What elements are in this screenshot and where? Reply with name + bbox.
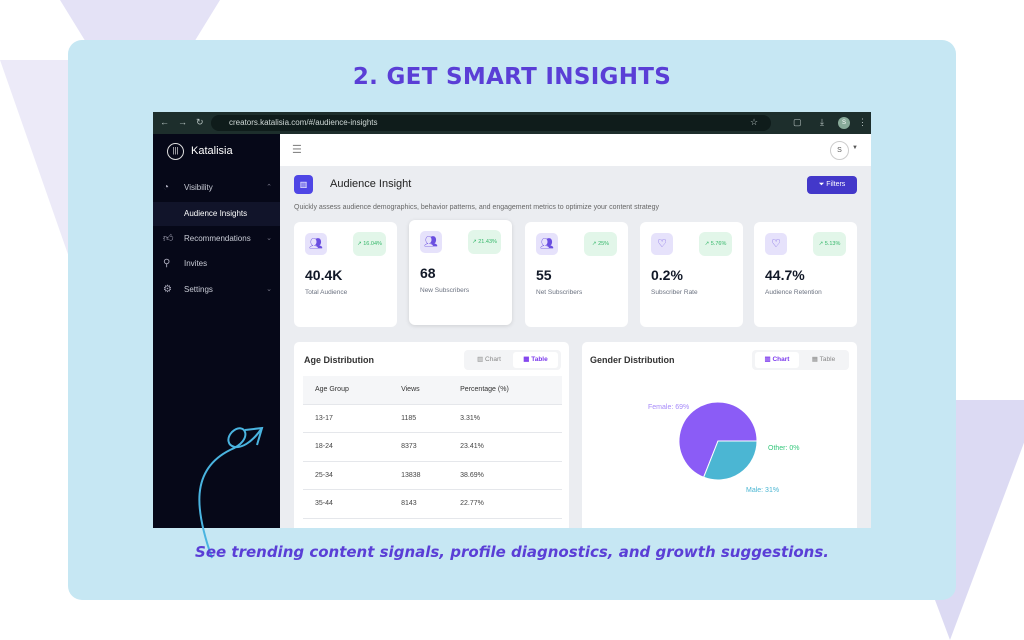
view-toggle: ▥ Chart ▦ Table — [752, 350, 849, 370]
label-other: Other: 0% — [768, 445, 800, 452]
browser-toolbar: ← → ↻ creators.katalisia.com/#/audience-… — [153, 112, 871, 134]
trend-badge: ↗ 21.43% — [468, 230, 501, 254]
panel-title: Age Distribution — [304, 355, 374, 365]
label-female: Female: 69% — [648, 404, 689, 411]
kpi-card-audience-retention: ♡ ↗ 5.13% 44.7% Audience Retention — [754, 222, 857, 327]
chart-toggle[interactable]: ▥ Chart — [477, 356, 501, 363]
profile-avatar[interactable]: S — [838, 117, 850, 129]
brand-name: Katalisia — [191, 145, 233, 157]
table-toggle[interactable]: ▦ Table — [811, 356, 836, 363]
chevron-up-icon: ⌃ — [266, 184, 272, 191]
star-icon[interactable]: ☆ — [750, 117, 759, 127]
trend-badge: ↗ 5.76% — [699, 232, 732, 256]
heart-icon: ♡ — [765, 233, 787, 255]
age-distribution-panel: Age Distribution ▥ Chart ▦ Table Age Gro… — [294, 342, 569, 528]
trend-badge: ↗ 25% — [584, 232, 617, 256]
chevron-down-icon: ⌄ — [266, 235, 272, 242]
user-avatar[interactable]: S — [830, 141, 849, 160]
user-plus-icon: ⚲ — [163, 258, 171, 269]
sidebar-item-visibility[interactable]: ◔ Visibility ⌃ — [153, 176, 280, 200]
chart-toggle[interactable]: ▥ Chart — [755, 352, 799, 368]
reload-icon[interactable]: ↻ — [196, 117, 204, 127]
app-screenshot: ← → ↻ creators.katalisia.com/#/audience-… — [153, 112, 871, 528]
gender-pie-chart: Female: 69% Other: 0% Male: 31% — [648, 401, 800, 494]
kpi-card-total-audience: 👥︎ ↗ 16.04% 40.4K Total Audience — [294, 222, 397, 327]
menu-icon[interactable]: ☰ — [292, 144, 302, 156]
kpi-card-net-subscribers: 👥︎ ↗ 25% 55 Net Subscribers — [525, 222, 628, 327]
page-subtitle: Quickly assess audience demographics, be… — [294, 204, 659, 211]
extensions-icon[interactable]: ▢ — [793, 117, 802, 127]
page-title: Audience Insight — [330, 178, 412, 190]
trend-badge: ↗ 16.04% — [353, 232, 386, 256]
pie-slice-male — [702, 440, 758, 481]
gear-icon: ⚙ — [163, 284, 172, 295]
sidebar-item-settings[interactable]: ⚙ Settings ⌄ — [153, 278, 280, 302]
filter-icon: ⏷ — [818, 181, 827, 188]
users-icon: 👥︎ — [420, 231, 442, 253]
trend-badge: ↗ 5.13% — [813, 232, 846, 256]
panel-title: Gender Distribution — [590, 355, 675, 365]
table-toggle[interactable]: ▦ Table — [513, 352, 558, 368]
thumbs-up-icon: 👍︎ — [163, 233, 174, 244]
chevron-down-icon: ⌄ — [266, 286, 272, 293]
kebab-menu-icon[interactable]: ⋮ — [858, 117, 867, 127]
table-row: 25-34 13838 38.69% — [303, 461, 562, 490]
label-male: Male: 31% — [746, 487, 779, 494]
users-icon: 👥︎ — [305, 233, 327, 255]
back-icon[interactable]: ← — [160, 117, 169, 127]
address-bar[interactable]: creators.katalisia.com/#/audience-insigh… — [211, 115, 771, 131]
kpi-card-subscriber-rate: ♡ ↗ 5.76% 0.2% Subscriber Rate — [640, 222, 743, 327]
logo-icon: ||| — [167, 143, 184, 160]
sidebar: ||| Katalisia ◔ Visibility ⌃ Audience Insi… — [153, 134, 280, 528]
clock-icon: ◔ — [163, 182, 170, 193]
table-row: 35-44 8143 22.77% — [303, 489, 562, 519]
heart-icon: ♡ — [651, 233, 673, 255]
sidebar-item-audience-insights[interactable]: Audience Insights — [153, 202, 280, 226]
top-bar: ☰ S ▼ — [280, 134, 871, 166]
headline: 2. GET SMART INSIGHTS — [352, 64, 672, 90]
view-toggle: ▥ Chart ▦ Table — [464, 350, 561, 370]
sidebar-item-invites[interactable]: ⚲ Invites — [153, 252, 280, 276]
forward-icon[interactable]: → — [178, 117, 187, 127]
sidebar-item-recommendations[interactable]: 👍︎ Recommendations ⌄ — [153, 227, 280, 251]
pie-slice-female — [678, 401, 758, 478]
kpi-card-new-subscribers: 👥︎ ↗ 21.43% 68 New Subscribers — [409, 220, 512, 325]
table-row: 18-24 8373 23.41% — [303, 432, 562, 462]
table-row: 13-17 1185 3.31% — [303, 404, 562, 433]
chart-bar-icon: ▥ — [294, 175, 313, 194]
gender-distribution-panel: Gender Distribution ▥ Chart ▦ Table Fema… — [582, 342, 857, 528]
age-table: Age Group Views Percentage (%) 13-17 1185 3.… — [303, 376, 562, 519]
tagline: See trending content signals, profile di… — [195, 543, 829, 561]
caret-down-icon[interactable]: ▼ — [852, 145, 858, 151]
filters-button[interactable]: ⏷ Filters — [807, 176, 857, 194]
table-header: Age Group Views Percentage (%) — [303, 376, 562, 405]
users-icon: 👥︎ — [536, 233, 558, 255]
download-icon[interactable]: ⤓ — [820, 117, 824, 127]
